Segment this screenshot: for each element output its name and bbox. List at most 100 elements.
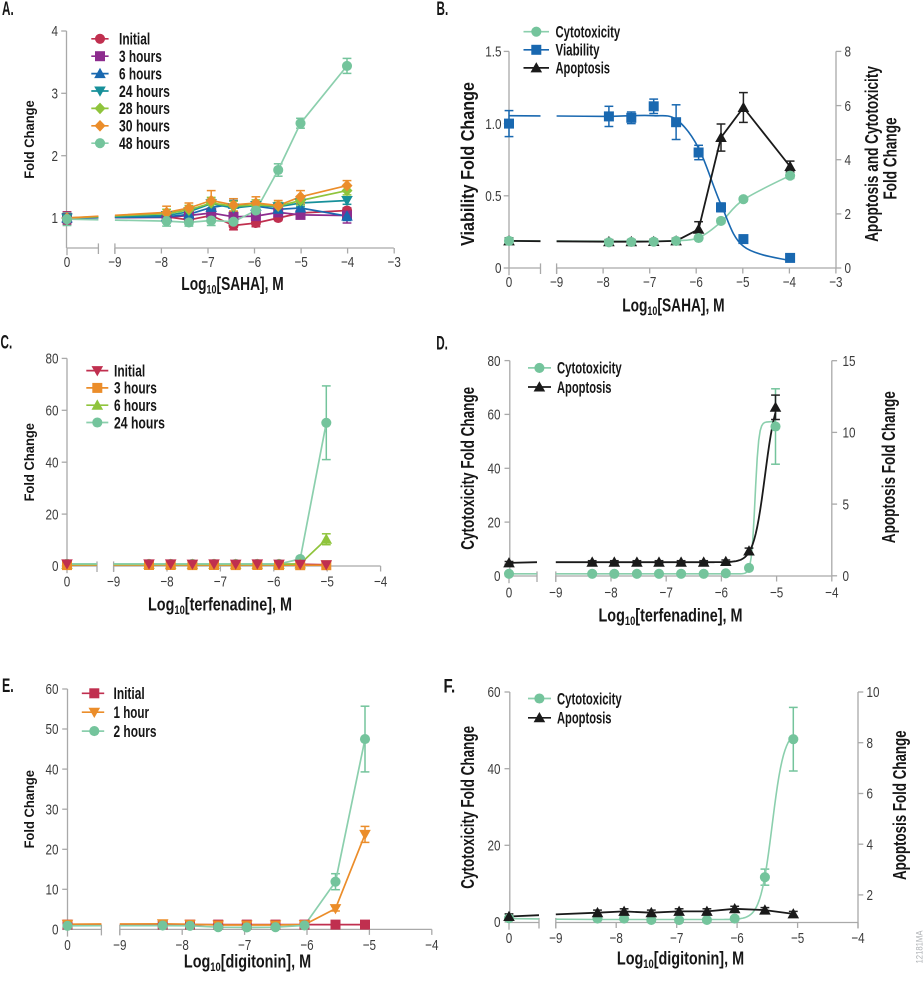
- svg-text:−5: −5: [791, 930, 804, 947]
- svg-text:10: 10: [843, 425, 856, 442]
- svg-text:−6: −6: [300, 937, 313, 954]
- svg-text:20: 20: [488, 838, 501, 855]
- svg-text:−4: −4: [783, 274, 796, 291]
- svg-text:60: 60: [46, 403, 59, 420]
- svg-text:Log10[digitonin], M: Log10[digitonin], M: [617, 949, 744, 972]
- svg-text:−4: −4: [341, 254, 354, 271]
- svg-text:10: 10: [867, 684, 880, 701]
- svg-text:−8: −8: [160, 574, 173, 591]
- svg-text:1 hour: 1 hour: [114, 703, 150, 722]
- svg-text:0: 0: [64, 937, 71, 954]
- svg-text:−9: −9: [113, 937, 126, 954]
- svg-text:−6: −6: [715, 584, 728, 601]
- svg-text:30 hours: 30 hours: [119, 117, 170, 136]
- svg-text:Initial: Initial: [114, 684, 145, 703]
- svg-text:−7: −7: [660, 584, 673, 601]
- svg-text:28 hours: 28 hours: [119, 99, 170, 118]
- svg-text:0: 0: [52, 922, 59, 939]
- svg-text:E.: E.: [2, 676, 14, 697]
- svg-text:Log10[digitonin], M: Log10[digitonin], M: [184, 952, 311, 975]
- svg-text:Fold Change: Fold Change: [22, 100, 37, 179]
- svg-text:2: 2: [845, 206, 852, 223]
- svg-text:12181MA: 12181MA: [914, 930, 924, 964]
- svg-text:0: 0: [845, 260, 852, 277]
- svg-text:A.: A.: [2, 0, 14, 20]
- svg-text:−6: −6: [730, 930, 743, 947]
- svg-text:Log10[terfenadine], M: Log10[terfenadine], M: [148, 595, 292, 618]
- svg-text:60: 60: [488, 407, 501, 424]
- svg-text:−9: −9: [549, 930, 562, 947]
- svg-text:−7: −7: [643, 274, 656, 291]
- svg-text:0: 0: [495, 260, 502, 277]
- svg-text:−4: −4: [825, 584, 838, 601]
- svg-text:Fold Change: Fold Change: [881, 118, 901, 200]
- svg-text:Cytotoxicity: Cytotoxicity: [557, 359, 622, 378]
- svg-text:Viability: Viability: [556, 41, 600, 60]
- svg-text:−7: −7: [201, 254, 214, 271]
- svg-text:−8: −8: [596, 274, 609, 291]
- svg-text:0: 0: [843, 568, 850, 585]
- svg-text:6 hours: 6 hours: [119, 64, 162, 83]
- svg-text:60: 60: [46, 681, 59, 698]
- svg-text:30: 30: [46, 801, 59, 818]
- svg-text:C.: C.: [1, 333, 13, 354]
- svg-text:Initial: Initial: [114, 361, 145, 380]
- svg-text:−9: −9: [549, 584, 562, 601]
- svg-text:40: 40: [488, 461, 501, 478]
- svg-text:4: 4: [52, 23, 59, 40]
- svg-text:80: 80: [46, 351, 59, 368]
- svg-text:Fold Change: Fold Change: [22, 423, 37, 502]
- svg-text:Log10[terfenadine], M: Log10[terfenadine], M: [599, 606, 743, 629]
- svg-text:−8: −8: [155, 254, 168, 271]
- svg-text:20: 20: [46, 506, 59, 523]
- svg-text:−6: −6: [248, 254, 261, 271]
- svg-text:3 hours: 3 hours: [114, 379, 157, 398]
- svg-text:40: 40: [488, 761, 501, 778]
- svg-text:Apoptosis Fold Change: Apoptosis Fold Change: [879, 391, 899, 543]
- svg-text:−5: −5: [321, 574, 334, 591]
- svg-text:24 hours: 24 hours: [114, 413, 165, 432]
- svg-text:80: 80: [488, 353, 501, 370]
- svg-text:4: 4: [867, 836, 874, 853]
- svg-text:2: 2: [52, 148, 59, 165]
- svg-text:−8: −8: [610, 930, 623, 947]
- svg-text:1.5: 1.5: [485, 44, 501, 61]
- svg-text:−8: −8: [604, 584, 617, 601]
- svg-text:0: 0: [64, 574, 71, 591]
- svg-text:−4: −4: [851, 930, 864, 947]
- svg-text:50: 50: [46, 721, 59, 738]
- svg-text:−4: −4: [374, 574, 387, 591]
- svg-text:−6: −6: [267, 574, 280, 591]
- svg-text:−4: −4: [425, 937, 438, 954]
- svg-text:0: 0: [64, 254, 71, 271]
- svg-text:48 hours: 48 hours: [119, 134, 170, 153]
- svg-text:10: 10: [46, 882, 59, 899]
- svg-text:60: 60: [488, 684, 501, 701]
- svg-text:−9: −9: [107, 574, 120, 591]
- svg-text:Log10[SAHA], M: Log10[SAHA], M: [622, 296, 724, 319]
- svg-text:1.0: 1.0: [485, 116, 501, 133]
- svg-text:0: 0: [494, 914, 501, 931]
- svg-text:Cytotoxicity: Cytotoxicity: [556, 23, 621, 42]
- svg-text:−3: −3: [388, 254, 401, 271]
- svg-text:−9: −9: [108, 254, 121, 271]
- svg-text:Apoptosis and Cytotoxicity: Apoptosis and Cytotoxicity: [862, 66, 882, 242]
- svg-text:15: 15: [843, 353, 856, 370]
- svg-text:2 hours: 2 hours: [114, 722, 157, 741]
- svg-text:5: 5: [843, 496, 850, 513]
- svg-text:40: 40: [46, 454, 59, 471]
- svg-text:1: 1: [52, 210, 59, 227]
- svg-text:−5: −5: [736, 274, 749, 291]
- svg-text:−5: −5: [363, 937, 376, 954]
- svg-text:−8: −8: [176, 937, 189, 954]
- svg-text:3 hours: 3 hours: [119, 47, 162, 66]
- svg-text:−7: −7: [670, 930, 683, 947]
- svg-text:Cytotoxicity: Cytotoxicity: [557, 689, 622, 708]
- svg-text:0: 0: [52, 558, 59, 575]
- svg-text:0: 0: [506, 584, 513, 601]
- svg-text:0: 0: [506, 930, 513, 947]
- svg-text:24 hours: 24 hours: [119, 82, 170, 101]
- svg-text:Initial: Initial: [119, 30, 150, 49]
- svg-text:6: 6: [845, 98, 852, 115]
- svg-text:4: 4: [845, 152, 852, 169]
